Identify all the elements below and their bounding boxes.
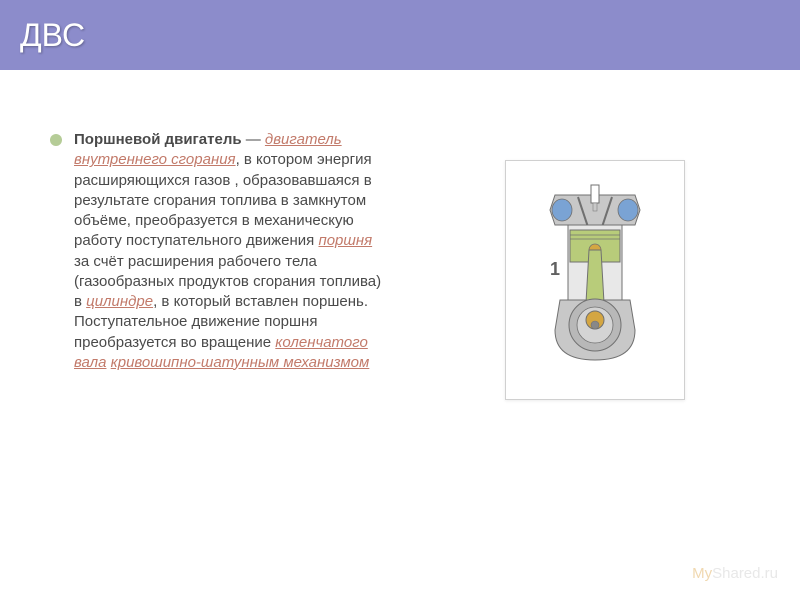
paragraph: Поршневой двигатель — двигатель внутренн… [74, 130, 390, 373]
slide-content: Поршневой двигатель — двигатель внутренн… [0, 70, 800, 440]
link-crank-mech[interactable]: кривошипно-шатунным механизмом [111, 354, 370, 371]
link-piston[interactable]: поршня [318, 232, 372, 249]
engine-diagram: 1 [505, 160, 685, 400]
slide-header: ДВС [0, 0, 800, 70]
diagram-label: 1 [550, 259, 560, 279]
text-dash: — [242, 131, 265, 148]
link-cylinder[interactable]: цилиндре [86, 293, 153, 310]
slide-title: ДВС [20, 17, 85, 54]
watermark-suffix: Shared.ru [712, 565, 778, 582]
text-column: Поршневой двигатель — двигатель внутренн… [50, 130, 390, 400]
bullet-item: Поршневой двигатель — двигатель внутренн… [50, 130, 390, 373]
watermark: MyShared.ru [692, 565, 778, 582]
engine-svg: 1 [520, 175, 670, 385]
bullet-icon [50, 134, 62, 146]
image-column: 1 [430, 130, 760, 400]
lead-term: Поршневой двигатель [74, 131, 242, 148]
watermark-prefix: My [692, 565, 712, 582]
